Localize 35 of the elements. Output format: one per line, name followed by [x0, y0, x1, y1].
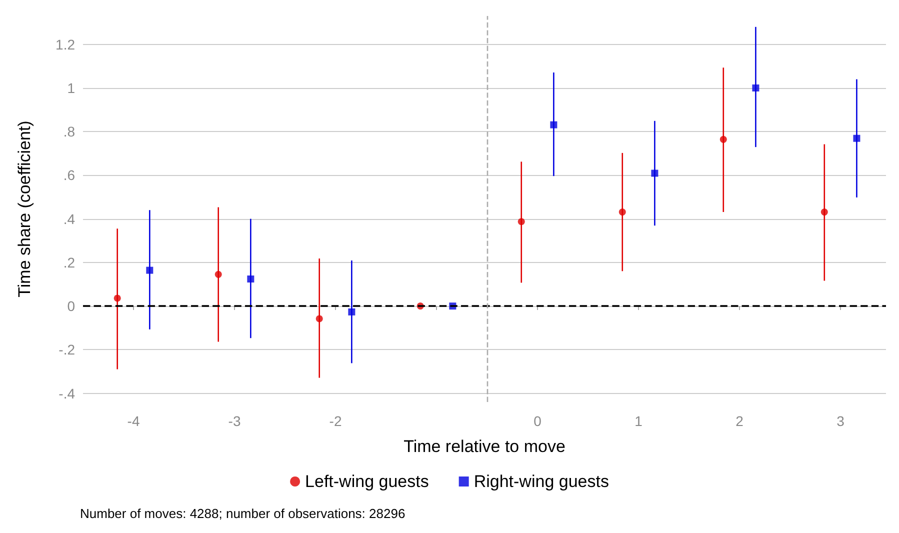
- y-tick-label: .2: [63, 254, 76, 270]
- y-tick-label: -.4: [58, 385, 76, 402]
- x-tick-label: 3: [836, 413, 845, 429]
- point: [114, 294, 121, 302]
- x-tick-label: 1: [634, 413, 643, 429]
- x-tick-label: 0: [534, 413, 542, 429]
- x-axis-title: Time relative to move: [404, 437, 566, 456]
- point: [720, 136, 727, 143]
- point: [752, 84, 760, 92]
- point: [820, 208, 828, 216]
- y-tick-label: .4: [63, 210, 76, 227]
- point: [853, 134, 860, 142]
- point: [247, 276, 254, 283]
- point: [651, 170, 658, 177]
- point: [550, 121, 558, 128]
- y-axis-title: Time share (coefficient): [15, 120, 34, 298]
- x-tick-label: -3: [228, 413, 241, 429]
- y-tick-label: 1.2: [56, 36, 76, 52]
- text: Number of moves: 4288; number of observations: 28296: [80, 506, 406, 521]
- y-tick-label: -.2: [58, 342, 76, 358]
- y-tick-label: .8: [63, 124, 76, 140]
- point: [316, 315, 323, 322]
- x-tick-label: -2: [329, 413, 342, 429]
- point: [618, 208, 626, 216]
- y-tick-label: .6: [63, 167, 76, 184]
- point: [214, 270, 222, 278]
- point: [518, 218, 525, 226]
- x-tick-label: 2: [736, 413, 744, 429]
- point: [146, 266, 154, 274]
- y-tick-label: 0: [67, 298, 76, 314]
- x-tick-label: -4: [127, 413, 140, 429]
- legend-label: Left-wing guests: [305, 472, 429, 491]
- point: [348, 308, 356, 316]
- legend-label: Right-wing guests: [474, 472, 609, 491]
- y-tick-label: 1: [67, 80, 76, 96]
